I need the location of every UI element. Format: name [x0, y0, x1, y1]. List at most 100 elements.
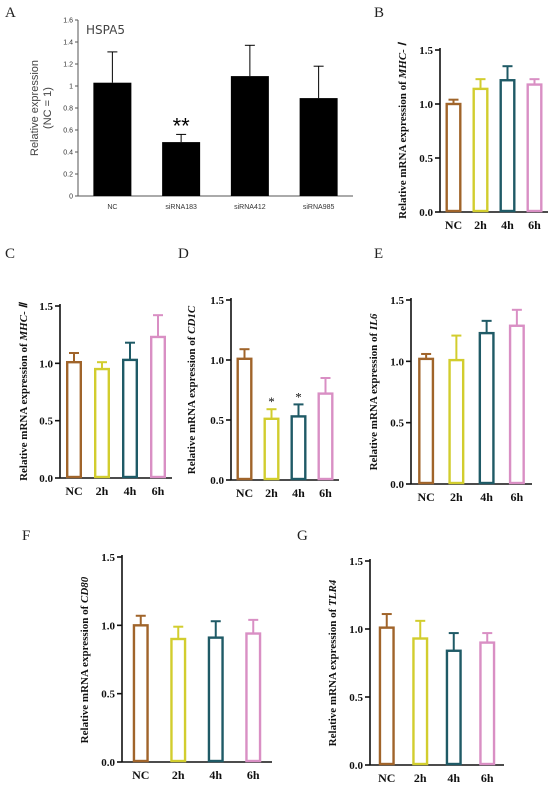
y-axis-label: Relative mRNA expression of IL6 [368, 313, 380, 470]
bar [478, 331, 495, 485]
panel-E: E 0.0 0.5 1.0 1.5 Relative mRNA expression of… [368, 246, 532, 504]
bar [290, 415, 307, 481]
bar [65, 360, 82, 479]
bar [236, 357, 253, 481]
y-tick-label: 0.5 [419, 153, 433, 165]
x-category-label: 2h [172, 768, 185, 782]
x-category-label: 4h [447, 771, 460, 785]
bar [149, 335, 166, 479]
y-tick-label: 1.0 [349, 624, 363, 636]
bar [445, 102, 462, 213]
x-category-label: 2h [265, 486, 278, 500]
bar [526, 83, 543, 213]
panel-A: A HSPA5 0 0.2 0.4 0.6 0.8 1 1.2 1.4 1.6 Relative ex… [5, 5, 353, 211]
bar [418, 357, 435, 485]
y-tick-label: 1.0 [210, 355, 224, 367]
bar [479, 641, 496, 766]
bar [263, 417, 280, 481]
bar [121, 358, 138, 479]
panel-letter: E [374, 246, 383, 262]
significance-marker: * [268, 394, 275, 409]
x-category-label: 4h [124, 484, 137, 498]
x-category-label: 6h [152, 484, 165, 498]
y-tick-label: 0.0 [210, 475, 224, 487]
bar [499, 79, 516, 213]
y-tick-label: 0.0 [101, 757, 115, 769]
y-axis-label: Relative mRNA expression of CD80 [79, 576, 91, 743]
y-axis-label: Relative mRNA expression of MHC- Ⅱ [18, 301, 30, 480]
x-category-label: 4h [292, 486, 305, 500]
y-tick-label: 0.8 [63, 106, 73, 113]
y-tick-label: 1.0 [419, 99, 433, 111]
y-tick-label: 1.5 [349, 556, 363, 568]
y-tick-label: 1.0 [101, 620, 115, 632]
bar [299, 98, 338, 196]
x-category-label: NC [417, 490, 434, 504]
y-tick-label: 1.0 [390, 356, 404, 368]
bar [170, 637, 187, 763]
x-category-label: 4h [501, 218, 514, 232]
y-tick-label: 1.6 [63, 18, 73, 25]
x-category-label: siRNA985 [303, 204, 335, 211]
x-category-label: NC [378, 771, 395, 785]
bar [317, 392, 334, 481]
bar [245, 632, 262, 763]
x-category-label: siRNA183 [165, 204, 197, 211]
x-category-label: NC [65, 484, 82, 498]
bar [508, 324, 525, 485]
panel-F: F 0.0 0.5 1.0 1.5 Relative mRNA expression of… [22, 528, 272, 782]
bar [162, 142, 201, 196]
x-category-label: 6h [319, 486, 332, 500]
y-axis-label: Relative mRNA expression of MHC- Ⅰ [397, 41, 409, 218]
panel-letter: F [22, 528, 30, 544]
y-tick-label: 0.0 [390, 479, 404, 491]
y-tick-label: 0.5 [101, 689, 115, 701]
x-category-label: NC [236, 486, 253, 500]
y-tick-label: 0.0 [39, 473, 53, 485]
bar [448, 358, 465, 485]
significance-marker: * [295, 389, 302, 404]
x-category-label: siRNA412 [234, 204, 266, 211]
y-tick-label: 1.2 [63, 62, 73, 69]
y-axis-label: Relative mRNA expression of CD1C [186, 305, 198, 474]
chart-title: HSPA5 [86, 23, 125, 37]
x-category-label: 6h [481, 771, 494, 785]
x-category-label: 2h [474, 218, 487, 232]
y-tick-label: 1.5 [419, 45, 433, 57]
x-category-label: 6h [528, 218, 541, 232]
y-tick-label: 1.0 [39, 358, 53, 370]
panel-D: D 0.0 0.5 1.0 1.5 Relative mRNA expression of… [178, 246, 339, 500]
y-tick-label: 1.5 [390, 295, 404, 307]
panel-G: G 0.0 0.5 1.0 1.5 Relative mRNA expression of… [297, 528, 504, 785]
y-tick-label: 0.5 [349, 692, 363, 704]
y-tick-label: 0.6 [63, 128, 73, 135]
x-category-label: NC [132, 768, 149, 782]
y-tick-label: 0.5 [390, 418, 404, 430]
x-category-label: 4h [480, 490, 493, 504]
bar [93, 367, 110, 479]
y-tick-label: 0.5 [210, 415, 224, 427]
panel-letter: G [297, 528, 308, 544]
x-category-label: 6h [511, 490, 524, 504]
panel-letter: D [178, 246, 189, 262]
y-tick-label: 0.2 [63, 172, 73, 179]
y-tick-label: 1 [69, 84, 73, 91]
significance-marker: ** [173, 113, 191, 138]
y-tick-label: 0.0 [349, 760, 363, 772]
y-tick-label: 0.4 [63, 150, 73, 157]
y-axis-label: Relative mRNA expression of TLR4 [327, 579, 339, 746]
y-tick-label: 1.4 [63, 40, 73, 47]
bar [230, 76, 269, 196]
y-tick-label: 0 [69, 194, 73, 201]
bar [132, 624, 149, 763]
panel-C: C 0.0 0.5 1.0 1.5 Relative mRNA expression of… [5, 246, 172, 498]
panel-B: B 0.0 0.5 1.0 1.5 Relative mRNA expression of… [374, 5, 548, 232]
x-category-label: NC [107, 204, 117, 211]
x-category-label: 6h [247, 768, 260, 782]
y-axis-label: Relative expression(NC = 1) [29, 60, 54, 156]
bar [412, 637, 429, 766]
panel-letter: C [5, 246, 15, 262]
panel-letter: B [374, 5, 384, 21]
bar [445, 649, 462, 766]
